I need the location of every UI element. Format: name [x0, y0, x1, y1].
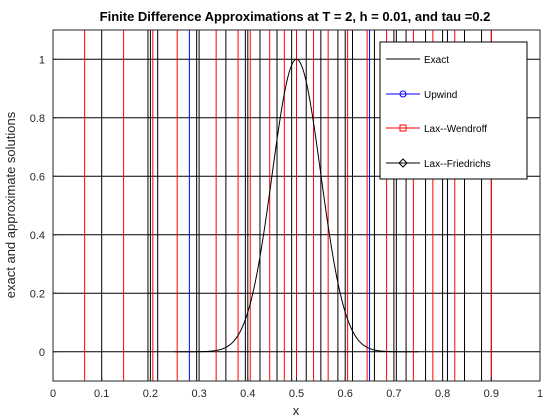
- x-tick-label: 0.6: [338, 388, 353, 400]
- x-tick-label: 0.3: [191, 388, 206, 400]
- y-tick-label: 0.4: [30, 230, 45, 242]
- x-tick-label: 1: [537, 388, 543, 400]
- x-tick-label: 0.9: [484, 388, 499, 400]
- ticks: 0 0.1 0.2 0.3 0.4 0.5 0.6 0.7 0.8 0.9 1 0 0.2 0.4 0.6 0…: [30, 54, 543, 400]
- legend-box: [379, 41, 528, 180]
- x-tick-label: 0.8: [435, 388, 450, 400]
- x-tick-label: 0.7: [386, 388, 401, 400]
- x-tick-label: 0: [50, 388, 56, 400]
- legend: Exact Upwind Lax--Wendroff Lax--Friedrichs: [379, 41, 528, 180]
- circle-marker-icon: [399, 90, 407, 98]
- x-tick-label: 0.5: [289, 388, 304, 400]
- legend-label-lax-wendroff: Lax--Wendroff: [424, 124, 487, 135]
- curves: [174, 58, 419, 353]
- square-marker-icon: [399, 124, 407, 132]
- chart-title: Finite Difference Approximations at T = …: [100, 9, 491, 24]
- x-tick-label: 0.1: [94, 388, 109, 400]
- x-tick-label: 0.2: [143, 388, 158, 400]
- y-tick-label: 0: [39, 347, 45, 359]
- y-tick-label: 0.2: [30, 288, 45, 300]
- exact-solution-curve: [174, 58, 419, 353]
- legend-label-upwind: Upwind: [424, 90, 457, 101]
- y-tick-label: 0.6: [30, 171, 45, 183]
- legend-label-exact: Exact: [424, 55, 449, 66]
- y-tick-label: 1: [39, 54, 45, 66]
- diamond-marker-icon: [398, 158, 408, 168]
- x-tick-label: 0.4: [240, 388, 255, 400]
- x-axis-label: x: [293, 403, 300, 418]
- y-tick-label: 0.8: [30, 113, 45, 125]
- y-axis-label: exact and approximate solutions: [3, 111, 18, 298]
- legend-label-lax-friedrichs: Lax--Friedrichs: [424, 159, 491, 170]
